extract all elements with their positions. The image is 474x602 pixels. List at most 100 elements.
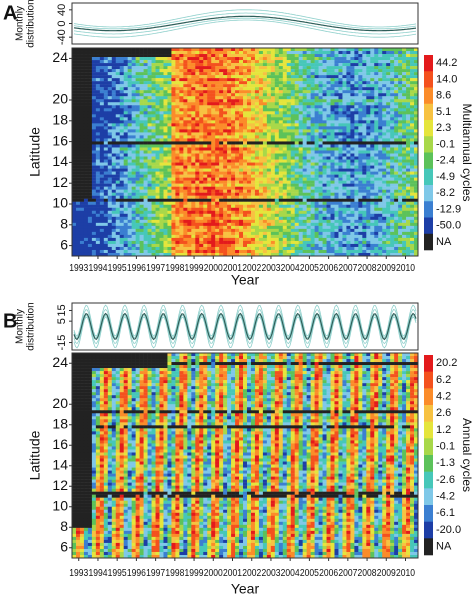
heatmap-cell: [179, 105, 184, 109]
heatmap-cell: [127, 195, 132, 199]
heatmap-cell: [358, 129, 363, 133]
heatmap-cell: [91, 135, 97, 139]
heatmap-cell: [139, 120, 144, 124]
heatmap-cell: [135, 213, 140, 218]
heatmap-cell: [258, 201, 264, 205]
heatmap-cell: [258, 66, 264, 70]
heatmap-cell: [171, 147, 176, 151]
heatmap-cell: [127, 174, 132, 178]
heatmap-cell: [250, 156, 256, 160]
heatmap-cell: [235, 165, 240, 169]
heatmap-cell: [139, 216, 144, 221]
heatmap-cell: [151, 207, 156, 211]
heatmap-cell: [215, 150, 220, 154]
heatmap-cell: [246, 99, 252, 103]
heatmap-cell: [227, 54, 232, 58]
heatmap-cell: [167, 78, 172, 82]
heatmap-cell: [72, 72, 77, 76]
heatmap-cell: [322, 81, 327, 85]
heatmap-cell: [155, 81, 160, 85]
heatmap-cell: [310, 75, 315, 79]
heatmap-cell: [75, 195, 81, 199]
heatmap-cell: [231, 168, 236, 172]
heatmap-cell: [199, 87, 204, 91]
heatmap-cell: [406, 120, 411, 124]
heatmap-cell: [370, 126, 375, 130]
heatmap-cell: [187, 198, 192, 202]
heatmap-cell: [179, 123, 184, 127]
heatmap-cell: [83, 189, 89, 193]
heatmap-cell: [131, 201, 136, 205]
heatmap-cell: [103, 57, 109, 61]
heatmap-cell: [254, 123, 260, 127]
heatmap-cell: [91, 60, 97, 64]
heatmap-cell: [191, 135, 196, 139]
heatmap-cell: [79, 207, 85, 211]
heatmap-cell: [346, 114, 351, 118]
heatmap-cell: [195, 120, 200, 124]
heatmap-cell: [286, 78, 292, 82]
heatmap-cell: [258, 135, 264, 139]
heatmap-cell: [159, 90, 164, 94]
heatmap-cell: [207, 96, 212, 100]
heatmap-cell: [362, 150, 367, 154]
heatmap-cell: [414, 186, 419, 190]
heatmap-cell: [290, 198, 296, 202]
heatmap-cell: [390, 156, 395, 160]
heatmap-cell: [127, 216, 132, 221]
heatmap-cell: [278, 117, 284, 121]
heatmap-cell: [203, 102, 208, 106]
heatmap-cell: [195, 204, 200, 208]
heatmap-cell: [366, 177, 371, 181]
heatmap-cell: [131, 66, 136, 70]
heatmap-cell: [330, 129, 335, 133]
heatmap-cell: [223, 90, 228, 94]
heatmap-cell: [83, 162, 89, 166]
heatmap-cell: [151, 129, 156, 133]
heatmap-cell: [83, 186, 89, 190]
heatmap-cell: [139, 156, 144, 160]
heatmap-cell: [394, 54, 399, 58]
heatmap-cell: [151, 72, 156, 76]
heatmap-cell: [266, 99, 272, 103]
heatmap-cell: [306, 102, 311, 106]
heatmap-cell: [223, 48, 228, 52]
heatmap-cell: [143, 54, 148, 58]
heatmap-cell: [83, 117, 89, 121]
heatmap-cell: [175, 123, 180, 127]
heatmap-cell: [394, 177, 399, 181]
heatmap-cell: [398, 84, 403, 88]
heatmap-cell: [83, 75, 89, 79]
heatmap-cell: [95, 138, 101, 142]
heatmap-cell: [215, 186, 220, 190]
heatmap-cell: [231, 63, 236, 67]
heatmap-cell: [262, 192, 268, 196]
heatmap-cell: [243, 138, 248, 142]
heatmap-cell: [227, 132, 232, 136]
heatmap-cell: [266, 177, 272, 181]
heatmap-cell: [274, 144, 280, 148]
heatmap-cell: [83, 210, 89, 214]
heatmap-cell: [211, 168, 216, 172]
heatmap-cell: [231, 153, 236, 157]
heatmap-cell: [382, 54, 387, 58]
heatmap-cell: [219, 63, 224, 67]
heatmap-cell: [115, 99, 121, 103]
heatmap-cell: [254, 132, 260, 136]
heatmap-cell: [286, 54, 292, 58]
heatmap-cell: [131, 87, 136, 91]
heatmap-cell: [330, 90, 335, 94]
heatmap-cell: [159, 87, 164, 91]
heatmap-cell: [362, 186, 367, 190]
heatmap-cell: [350, 63, 355, 67]
heatmap-cell: [394, 120, 399, 124]
heatmap-cell: [187, 105, 192, 109]
heatmap-cell: [390, 120, 395, 124]
heatmap-cell: [406, 177, 411, 181]
heatmap-cell: [262, 99, 268, 103]
heatmap-cell: [159, 51, 164, 55]
heatmap-cell: [95, 69, 101, 73]
heatmap-cell: [254, 201, 260, 205]
heatmap-cell: [294, 168, 299, 172]
heatmap-cell: [211, 54, 216, 58]
